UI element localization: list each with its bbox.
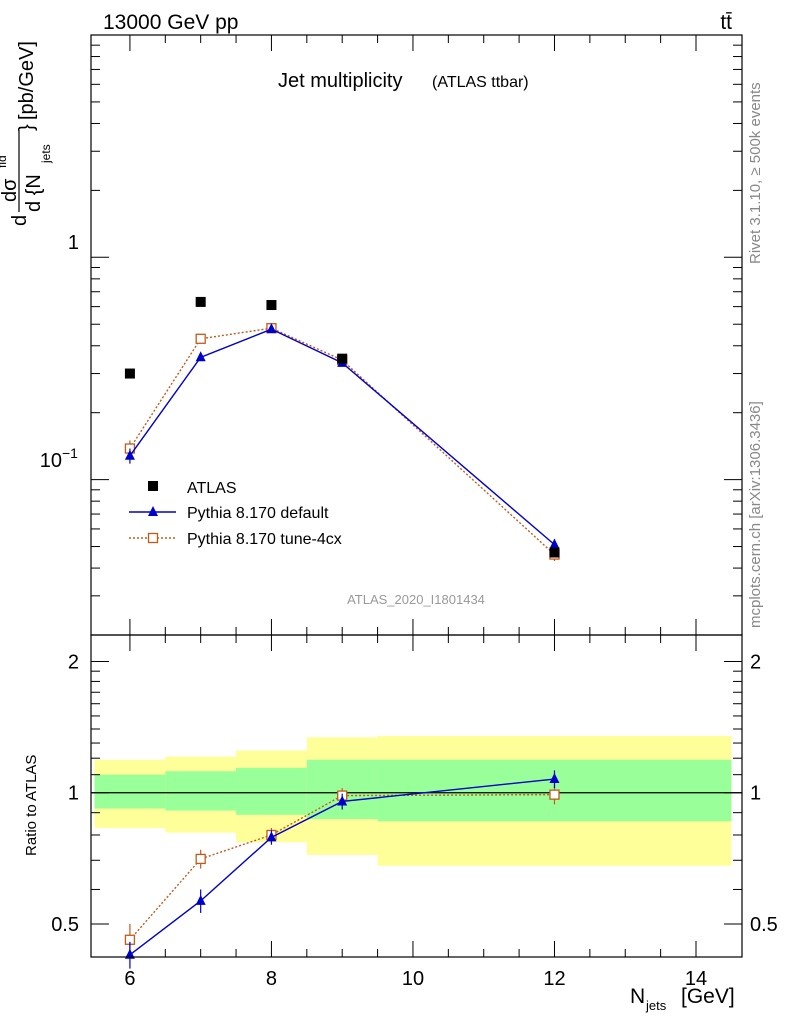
ratio-uncertainty-bands xyxy=(94,735,732,866)
main-pythia-8-170-default-point xyxy=(195,351,206,362)
x-tick-label: 14 xyxy=(685,968,707,990)
main-pythia-8-170-default-point xyxy=(549,538,560,549)
ratio-y-tick-label-left: 2 xyxy=(68,651,79,673)
x-tick-label: 6 xyxy=(124,968,135,990)
plot-title: Jet multiplicity xyxy=(278,70,402,92)
main-atlas-point xyxy=(124,368,135,379)
legend-atlas-marker xyxy=(148,481,158,491)
ratio-pythia-8-170-tune-4cx-line xyxy=(129,793,555,941)
ratio-y-tick-label-right: 2 xyxy=(750,651,761,673)
legend-default-marker xyxy=(148,506,158,516)
ratio-series-layer xyxy=(124,770,560,969)
analysis-id-label: ATLAS_2020_I1801434 xyxy=(347,592,485,607)
rivet-version-label: Rivet 3.1.10, ≥ 500k events xyxy=(747,82,764,264)
collision-energy-label: 13000 GeV pp xyxy=(103,11,238,34)
y-tick-label-1: 1 xyxy=(68,232,79,254)
ratio-pythia-8-170-default-point xyxy=(549,773,560,784)
y-title-unit: [pb/GeV] xyxy=(16,41,38,120)
ratio-pythia-8-170-default-point xyxy=(337,795,348,806)
y-title-d: d xyxy=(9,215,31,226)
x-tick-label: 8 xyxy=(266,968,277,990)
main-axis-ticks xyxy=(91,35,742,636)
ratio-y-tick-label-right: 1 xyxy=(750,783,761,805)
ratio-pythia-8-170-default-point xyxy=(124,948,135,959)
main-atlas-point xyxy=(337,353,348,364)
main-atlas-point xyxy=(266,300,277,311)
x-title-n: N xyxy=(630,985,645,1008)
y-title-jets-subscript: jets xyxy=(39,144,53,164)
ratio-plot-panel: 0.5 0.51 12 26 8 10 12 14 Ratio to ATLAS N jets… xyxy=(23,634,778,1013)
ratio-band-green xyxy=(236,767,307,815)
ratio-y-tick-label-right: 0.5 xyxy=(750,914,778,936)
x-tick-label: 10 xyxy=(402,968,424,990)
main-y-tick-labels: 1 10 −1 xyxy=(40,232,79,472)
ratio-y-tick-label-left: 0.5 xyxy=(51,914,79,936)
y-title-close-brace: } xyxy=(16,124,38,131)
process-label: tt̄ xyxy=(720,11,732,34)
ratio-pythia-8-170-tune-4cx-point xyxy=(195,853,206,865)
x-axis-title: N jets [GeV] xyxy=(630,985,735,1013)
main-atlas-point xyxy=(549,547,560,558)
main-series-layer xyxy=(124,296,560,562)
ratio-plot-frame xyxy=(90,634,743,958)
legend-default-label: Pythia 8.170 default xyxy=(187,505,329,522)
ratio-pythia-8-170-default-point xyxy=(195,894,206,905)
legend-tune-marker xyxy=(147,532,159,544)
y-axis-title: d dσ fid d {N jets } [pb/GeV] xyxy=(0,41,53,226)
legend-tune-label: Pythia 8.170 tune-4cx xyxy=(187,531,342,548)
ratio-band-green xyxy=(94,774,166,809)
y-title-dsigma: dσ xyxy=(0,178,21,202)
x-title-unit: [GeV] xyxy=(681,985,735,1008)
mcplots-label: mcplots.cern.ch [arXiv:1306.3436] xyxy=(747,401,764,628)
y-tick-label-0.1-exponent: −1 xyxy=(62,445,78,461)
ratio-y-axis-title: Ratio to ATLAS xyxy=(23,755,40,856)
x-tick-label: 12 xyxy=(543,968,565,990)
ratio-y-tick-label-left: 1 xyxy=(68,783,79,805)
ratio-pythia-8-170-tune-4cx-point xyxy=(549,789,560,800)
legend-atlas-label: ATLAS xyxy=(187,480,237,497)
main-atlas-point xyxy=(195,296,206,307)
ratio-tick-labels: 0.5 0.51 12 26 8 10 12 14 xyxy=(51,651,778,990)
ratio-band-green xyxy=(165,771,237,811)
plot-subtitle: (ATLAS ttbar) xyxy=(432,74,529,91)
y-title-fid: fid xyxy=(0,155,9,168)
main-pythia-8-170-tune-4cx-point xyxy=(195,333,206,344)
main-plot-panel: Jet multiplicity (ATLAS ttbar) ATLAS_202… xyxy=(0,34,743,636)
x-title-jets-subscript: jets xyxy=(645,998,667,1013)
legend: ATLAS Pythia 8.170 default Pythia 8.170 … xyxy=(129,480,342,548)
main-pythia-8-170-default-point xyxy=(124,449,135,460)
y-tick-label-0.1: 10 xyxy=(40,450,62,472)
y-title-denominator: d {N xyxy=(23,174,45,212)
ratio-axis-ticks xyxy=(91,635,742,957)
ratio-pythia-8-170-default-point xyxy=(266,831,277,842)
main-pythia-8-170-default-point xyxy=(266,323,277,334)
